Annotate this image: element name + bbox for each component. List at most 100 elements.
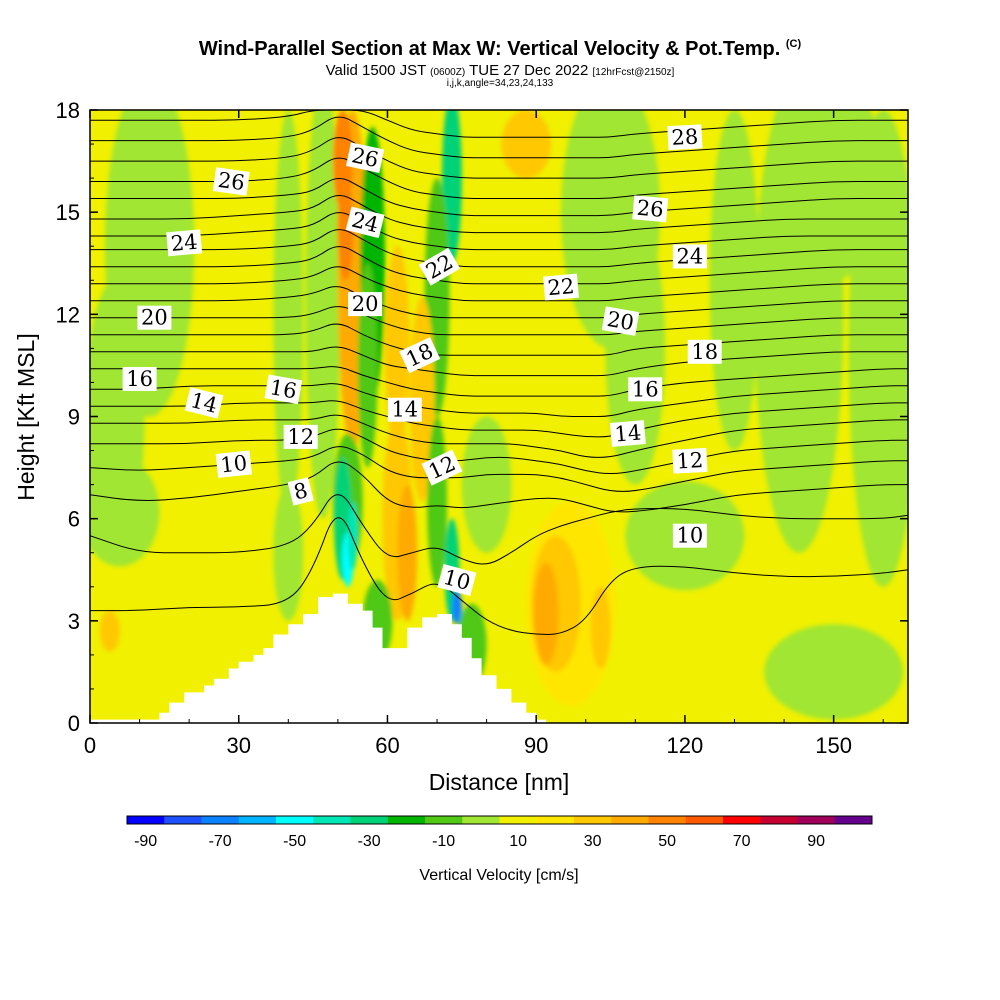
chart-indices: i,j,k,angle=34,23,24,133 [446, 78, 554, 89]
colorbar-swatch [685, 816, 724, 824]
contour-label-text: 12 [676, 448, 704, 473]
contour-label-bg [137, 305, 172, 330]
contour-label-text: 28 [671, 125, 699, 150]
velocity-region [764, 624, 904, 720]
velocity-region [605, 212, 666, 485]
contour-labels: 26 24 20 16 14 10 8 12 16 26 24 20 22 18 14 12 10 22 20 16 1… [122, 124, 722, 596]
contour-label-bg [348, 292, 383, 317]
velocity-region [441, 110, 462, 264]
contour-label-bg [399, 337, 441, 374]
contour-label-text: 8 [291, 478, 310, 505]
contour-label-text: 26 [350, 143, 381, 172]
colorbar-tick-label: 70 [733, 833, 751, 850]
theta-contour-14 [90, 400, 908, 438]
axes: 0 30 60 90 120 150 0 3 6 9 12 15 18 [56, 98, 908, 758]
velocity-region [273, 484, 304, 621]
velocity-region [347, 501, 358, 570]
colorbar-tick-label: 90 [807, 833, 825, 850]
contour-label-bg [609, 420, 646, 447]
colorbar-swatch [834, 816, 873, 824]
colorbar: -90 -70 -50 -30 -10 10 30 50 70 90 [126, 815, 873, 850]
x-tick-label: 60 [375, 733, 399, 758]
colorbar-swatch [611, 816, 649, 824]
colorbar-tick-label: 50 [658, 833, 676, 850]
valid-time-utc: (0600Z) [430, 67, 466, 78]
theta-contour-11 [90, 446, 908, 492]
contour-label-10: 10 [672, 523, 707, 548]
contour-label-bg [215, 450, 252, 478]
contour-label-14: 14 [387, 397, 422, 422]
contour-label-14: 14 [609, 420, 646, 447]
colorbar-swatch [164, 816, 202, 824]
y-tick-label: 6 [68, 507, 80, 532]
contour-label-text: 10 [219, 451, 248, 478]
contour-label-bg [687, 339, 722, 364]
colorbar-tick-label: -30 [358, 833, 381, 850]
theta-contour-10 [90, 461, 908, 513]
contour-label-bg [672, 244, 707, 269]
colorbar-swatch [499, 816, 538, 824]
contour-label-text: 20 [141, 306, 168, 330]
contour-label-bg [437, 564, 477, 596]
theta-contour-29 [90, 116, 908, 159]
chart-title-unit: (C) [785, 38, 802, 50]
contour-label-12: 12 [283, 424, 318, 449]
contour-label-28: 28 [667, 124, 703, 151]
velocity-field [90, 110, 908, 723]
contour-label-text: 26 [636, 196, 665, 222]
theta-contour-20 [90, 286, 908, 319]
velocity-region [273, 110, 304, 519]
theta-contour-28 [90, 137, 908, 179]
valid-time-date: TUE 27 Dec 2022 [469, 62, 589, 79]
valid-time-prefix: Valid 1500 JST [325, 62, 426, 79]
contour-label-text: 24 [170, 230, 199, 256]
chart-title-text: Wind-Parallel Section at Max W: Vertical… [198, 38, 781, 60]
contour-label-text: 20 [352, 292, 379, 316]
contour-label-16: 16 [628, 377, 663, 402]
contour-label-24: 24 [345, 206, 385, 239]
colorbar-swatch [313, 816, 351, 824]
theta-contour-30 [90, 110, 908, 138]
theta-contour-13 [90, 414, 908, 458]
contour-label-8: 8 [287, 477, 314, 506]
contour-label-20: 20 [348, 292, 383, 317]
terrain-base [90, 719, 160, 723]
colorbar-swatch [797, 816, 836, 824]
contour-label-bg [287, 477, 314, 506]
contour-label-10: 10 [215, 450, 252, 478]
contour-label-bg [543, 273, 579, 301]
colorbar-tick-label: 10 [509, 833, 527, 850]
velocity-regions [90, 110, 908, 720]
theta-contour-21 [90, 266, 908, 302]
contour-label-12: 12 [672, 447, 708, 474]
y-tick-label: 12 [56, 302, 80, 327]
contour-label-text: 20 [605, 307, 635, 335]
colorbar-tick-label: 30 [584, 833, 602, 850]
colorbar-tick-label: -90 [134, 833, 157, 850]
contour-label-14: 14 [184, 387, 224, 419]
velocity-region [533, 562, 559, 666]
theta-contour-27 [90, 157, 908, 199]
contour-label-bg [667, 124, 703, 151]
velocity-region [709, 110, 760, 451]
colorbar-swatch [574, 816, 612, 824]
contour-label-text: 24 [677, 244, 704, 268]
contour-label-bg [628, 377, 663, 402]
velocity-region [99, 610, 120, 652]
forecast-run: [12hrFcst@2150z] [592, 67, 675, 78]
contour-label-bg [264, 374, 303, 405]
theta-contour-9 [90, 494, 908, 565]
x-tick-label: 0 [84, 733, 96, 758]
contour-label-bg [345, 206, 385, 239]
terrain-mask [90, 593, 547, 723]
contour-label-bg [632, 195, 669, 223]
y-tick-label: 0 [68, 711, 80, 736]
contour-label-text: 12 [287, 425, 314, 449]
contour-label-bg [212, 167, 250, 196]
y-tick-label: 3 [68, 609, 80, 634]
colorbar-swatch [387, 816, 426, 824]
contour-label-24: 24 [166, 229, 203, 257]
colorbar-swatch [276, 816, 314, 824]
colorbar-swatch [462, 816, 500, 824]
